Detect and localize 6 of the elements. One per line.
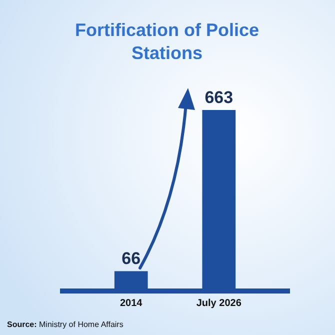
x-tick-label: 2014 <box>120 298 143 309</box>
data-label: 663 <box>204 88 234 107</box>
x-tick-label: July 2026 <box>196 298 242 309</box>
source-note: Source: Ministry of Home Affairs <box>7 320 124 329</box>
data-label: 66 <box>122 249 141 268</box>
chart-title: Fortification of Police Stations <box>74 20 260 63</box>
